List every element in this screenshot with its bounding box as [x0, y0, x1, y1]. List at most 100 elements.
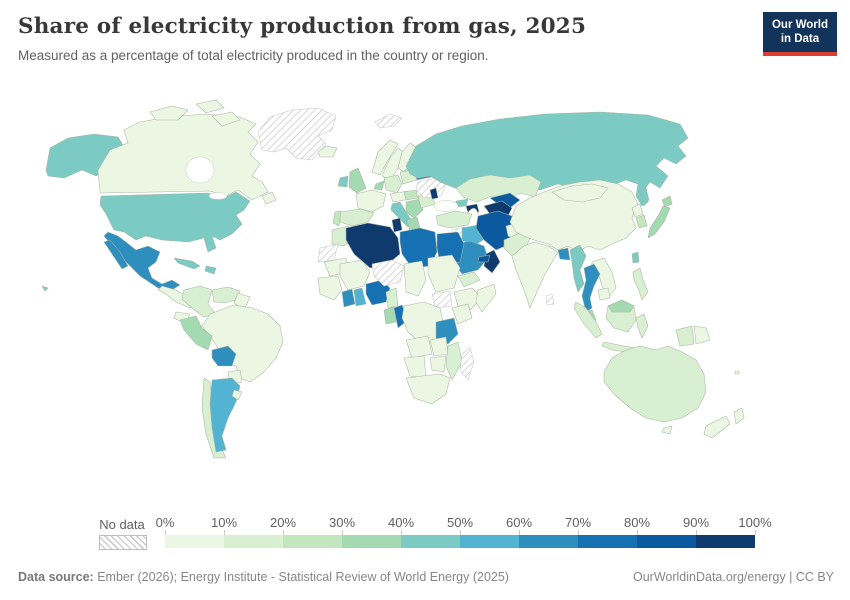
country-argentina[interactable] — [209, 377, 241, 453]
country-north-korea[interactable] — [631, 203, 644, 218]
legend-segment[interactable] — [519, 535, 578, 548]
country-zambia[interactable] — [429, 336, 449, 357]
legend-segment[interactable] — [696, 535, 755, 548]
country-new-zealand-north[interactable] — [733, 407, 745, 425]
country-philippines[interactable] — [632, 267, 649, 301]
country-sri-lanka[interactable] — [545, 293, 555, 306]
country-russia-sakhalin[interactable] — [640, 187, 650, 207]
country-japan-hokkaido[interactable] — [661, 195, 673, 208]
country-chad[interactable] — [403, 260, 427, 297]
country-tanzania[interactable] — [435, 317, 459, 345]
country-ivory-coast[interactable] — [341, 288, 356, 308]
country-balkans[interactable] — [405, 198, 424, 219]
country-yemen[interactable] — [457, 271, 481, 288]
country-indonesia-papua[interactable] — [675, 325, 695, 347]
country-india[interactable] — [511, 241, 559, 309]
legend-segment[interactable] — [401, 535, 460, 548]
legend-segment[interactable] — [578, 535, 637, 548]
legend-segment[interactable] — [460, 535, 519, 548]
country-canada-arctic-3[interactable] — [211, 111, 241, 127]
country-south-korea[interactable] — [635, 214, 648, 229]
country-cameroon[interactable] — [385, 287, 399, 309]
legend-segment[interactable] — [637, 535, 696, 548]
country-australia-tasmania[interactable] — [661, 425, 673, 435]
country-colombia[interactable] — [181, 285, 217, 318]
legend-tick-mark — [696, 530, 697, 535]
country-mexico-baja[interactable] — [103, 239, 129, 270]
country-moldova[interactable] — [429, 187, 439, 200]
country-uae[interactable] — [477, 254, 491, 263]
credit-link[interactable]: OurWorldinData.org/energy | CC BY — [632, 570, 834, 584]
country-zimbabwe-botswana[interactable] — [429, 355, 447, 373]
data-source-text: Data source: Ember (2026); Energy Instit… — [18, 570, 509, 584]
country-hispaniola[interactable] — [204, 265, 217, 275]
country-ethiopia[interactable] — [453, 287, 483, 311]
country-south-africa[interactable] — [405, 373, 451, 405]
country-norway[interactable] — [371, 139, 399, 176]
country-japan[interactable] — [647, 205, 671, 239]
country-germany[interactable] — [383, 174, 403, 194]
legend-segment[interactable] — [342, 535, 401, 548]
country-ghana[interactable] — [353, 287, 367, 307]
country-niger[interactable] — [371, 259, 405, 287]
country-kenya-uganda[interactable] — [451, 303, 473, 325]
country-spain[interactable] — [339, 208, 375, 227]
legend-no-data-swatch[interactable] — [99, 535, 147, 550]
country-gabon[interactable] — [383, 306, 397, 325]
country-fiji[interactable] — [734, 370, 740, 375]
country-malaysia-borneo[interactable] — [607, 299, 635, 313]
country-iceland[interactable] — [317, 145, 338, 158]
country-canada-arctic-2[interactable] — [195, 99, 225, 114]
country-bolivia[interactable] — [211, 345, 237, 367]
country-new-zealand-south[interactable] — [703, 415, 731, 439]
country-france[interactable] — [355, 189, 387, 213]
country-uruguay[interactable] — [231, 389, 243, 401]
country-australia[interactable] — [603, 345, 707, 423]
legend-segment[interactable] — [283, 535, 342, 548]
country-western-sahara[interactable] — [317, 243, 339, 263]
country-cambodia[interactable] — [597, 287, 611, 301]
country-uk[interactable] — [348, 167, 367, 194]
country-tunisia[interactable] — [391, 217, 403, 233]
country-mali[interactable] — [339, 259, 371, 291]
country-somalia[interactable] — [475, 283, 497, 313]
country-svalbard[interactable] — [374, 113, 403, 129]
country-indonesia-sumatra[interactable] — [573, 301, 603, 339]
country-greenland[interactable] — [257, 107, 337, 161]
country-netherlands-belgium[interactable] — [373, 180, 385, 191]
country-mexico[interactable] — [103, 231, 181, 292]
country-canada-newfoundland[interactable] — [261, 191, 277, 205]
country-papua-new-guinea[interactable] — [693, 325, 711, 345]
country-canada-arctic-1[interactable] — [149, 105, 189, 121]
country-madagascar[interactable] — [459, 347, 475, 381]
country-peru[interactable] — [179, 315, 213, 351]
country-usa[interactable] — [99, 191, 251, 253]
country-sudan[interactable] — [427, 254, 461, 293]
country-taiwan[interactable] — [631, 251, 640, 264]
country-cuba[interactable] — [173, 257, 201, 270]
country-angola[interactable] — [405, 335, 433, 359]
country-ireland[interactable] — [337, 175, 349, 188]
owid-logo[interactable]: Our World in Data — [762, 12, 837, 56]
owid-logo-line1: Our World — [771, 19, 828, 31]
country-myanmar[interactable] — [569, 244, 587, 293]
country-thailand[interactable] — [581, 263, 601, 313]
country-bangladesh[interactable] — [557, 247, 571, 261]
country-indonesia-sulawesi[interactable] — [635, 313, 649, 339]
country-canada[interactable] — [97, 113, 269, 201]
country-algeria[interactable] — [345, 222, 401, 269]
country-hawaii[interactable] — [41, 285, 49, 292]
country-brazil[interactable] — [201, 304, 284, 383]
country-mozambique[interactable] — [445, 341, 463, 381]
country-west-africa[interactable] — [317, 275, 343, 301]
country-turkey[interactable] — [435, 210, 473, 229]
legend-segment[interactable] — [224, 535, 283, 548]
country-china[interactable] — [509, 179, 639, 253]
country-mongolia[interactable] — [551, 183, 609, 203]
country-portugal[interactable] — [332, 210, 342, 227]
country-hungary[interactable] — [403, 189, 419, 201]
country-south-sudan[interactable] — [431, 290, 453, 309]
legend-segment[interactable] — [165, 535, 224, 548]
country-namibia[interactable] — [403, 355, 427, 379]
